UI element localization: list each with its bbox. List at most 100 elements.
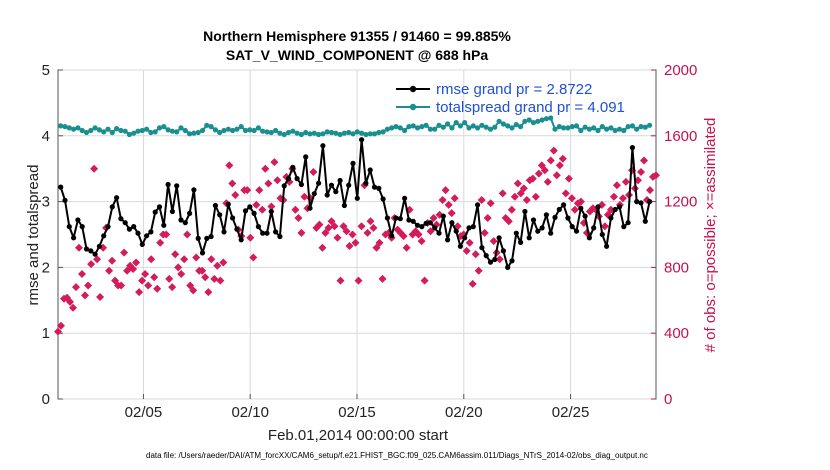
rmse-point — [320, 143, 326, 149]
obs-point — [57, 321, 65, 330]
rmse-point — [376, 185, 382, 191]
spread-point — [182, 127, 188, 134]
rmse-point — [380, 196, 386, 202]
obs-point — [549, 146, 558, 155]
spread-point — [62, 124, 68, 130]
obs-point — [132, 258, 141, 267]
rmse-point — [118, 216, 124, 222]
rmse-point — [174, 183, 180, 189]
y-tick-label-left: 2 — [42, 259, 50, 276]
rmse-point — [290, 164, 296, 170]
rmse-point — [625, 220, 631, 226]
rmse-point — [152, 209, 158, 215]
spread-point — [608, 125, 614, 131]
obs-point — [141, 270, 150, 278]
rmse-point — [526, 235, 532, 241]
rmse-point — [419, 224, 425, 230]
spread-point — [285, 129, 292, 136]
rmse-point — [311, 191, 317, 197]
obs-point — [342, 227, 351, 236]
spread-point — [75, 125, 81, 131]
obs-point — [117, 281, 126, 290]
rmse-point — [225, 201, 231, 207]
obs-point — [315, 220, 324, 229]
rmse-point — [621, 224, 627, 230]
obs-point — [192, 253, 201, 262]
obs-point — [333, 233, 342, 242]
obs-point — [66, 297, 74, 306]
obs-point — [495, 255, 504, 264]
rmse-point — [230, 215, 236, 221]
rmse-point — [565, 215, 571, 221]
spread-point — [642, 124, 648, 130]
spread-point — [367, 131, 373, 137]
obs-point — [129, 265, 138, 273]
rmse-point — [294, 176, 300, 182]
rmse-point — [535, 228, 541, 234]
x-tick-label: 02/20 — [445, 404, 483, 421]
spread-point — [191, 130, 197, 136]
obs-point — [429, 214, 438, 222]
obs-point — [210, 274, 219, 283]
spread-point — [487, 126, 494, 132]
spread-point — [565, 125, 571, 131]
rmse-point — [402, 195, 408, 201]
rmse-point — [328, 182, 335, 188]
obs-point — [621, 177, 630, 186]
rmse-point — [371, 184, 378, 190]
rmse-point — [169, 208, 175, 215]
obs-point — [177, 270, 186, 278]
rmse-point — [642, 218, 648, 224]
obs-point — [399, 232, 408, 241]
spread-point — [505, 123, 511, 129]
rmse-point — [341, 202, 347, 209]
spread-point — [294, 130, 300, 136]
rmse-point — [62, 197, 68, 203]
spread-point — [647, 122, 653, 128]
obs-point — [90, 164, 99, 173]
spread-point — [427, 126, 433, 132]
spread-point — [144, 126, 150, 132]
rmse-point — [629, 145, 636, 151]
obs-point — [249, 253, 258, 262]
rmse-point — [445, 237, 451, 243]
spread-point — [440, 124, 446, 130]
rmse-point — [324, 192, 330, 198]
spread-point — [629, 123, 636, 129]
rmse-point — [397, 216, 403, 222]
rmse-point — [191, 187, 197, 193]
rmse-point — [333, 189, 339, 195]
spread-point — [393, 124, 399, 130]
spread-point — [101, 129, 107, 135]
spread-point — [638, 124, 644, 130]
rmse-point — [156, 204, 163, 210]
rmse-point — [281, 183, 287, 189]
obs-point — [330, 222, 339, 231]
spread-point — [71, 126, 77, 132]
y-tick-label-right: 2000 — [664, 62, 697, 79]
obs-point — [246, 233, 255, 242]
rmse-point — [109, 204, 115, 210]
spread-point — [199, 127, 206, 134]
rmse-point — [505, 264, 511, 270]
rmse-point — [500, 248, 506, 254]
legend: rmse grand pr = 2.8722 totalspread grand… — [396, 81, 625, 116]
obs-point — [351, 238, 360, 247]
rmse-point — [242, 208, 249, 214]
obs-point — [75, 243, 83, 252]
obs-point — [291, 205, 300, 214]
spread-point — [569, 124, 575, 130]
rmse-point — [483, 253, 489, 259]
y-tick-label-left: 5 — [42, 62, 50, 79]
legend-spread-label: totalspread grand pr = 4.091 — [436, 99, 625, 116]
rmse-point — [414, 222, 421, 228]
obs-point — [345, 242, 354, 250]
rmse-point — [475, 202, 481, 208]
obs-point — [543, 177, 552, 186]
obs-point — [528, 174, 537, 183]
spread-point — [376, 129, 382, 136]
rmse-point — [487, 259, 494, 265]
spread-point — [273, 127, 279, 134]
rmse-point — [582, 213, 588, 219]
rmse-point — [260, 230, 266, 236]
